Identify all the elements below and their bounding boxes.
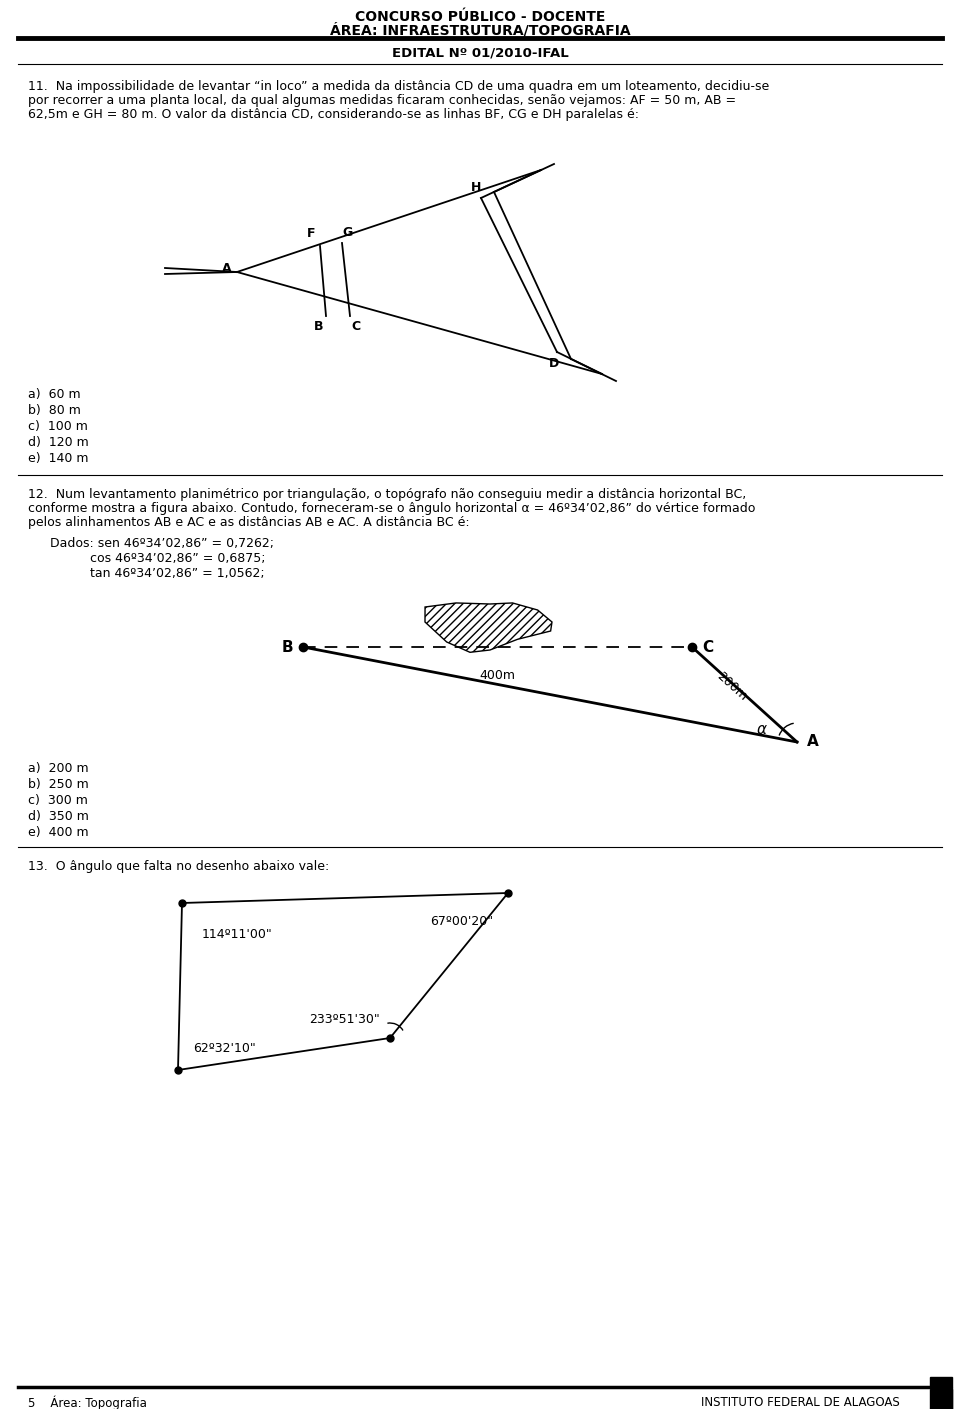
Text: d)  120 m: d) 120 m <box>28 435 88 449</box>
Text: ÁREA: INFRAESTRUTURA/TOPOGRAFIA: ÁREA: INFRAESTRUTURA/TOPOGRAFIA <box>329 23 631 38</box>
Text: CONCURSO PÚBLICO - DOCENTE: CONCURSO PÚBLICO - DOCENTE <box>355 10 605 24</box>
Text: H: H <box>470 180 481 194</box>
Text: C: C <box>702 640 713 655</box>
Text: 233º51'30": 233º51'30" <box>309 1013 380 1026</box>
Text: B: B <box>314 320 323 333</box>
Text: 67º00'20": 67º00'20" <box>430 914 493 929</box>
Text: A: A <box>223 262 232 275</box>
Text: a)  60 m: a) 60 m <box>28 387 81 402</box>
Text: por recorrer a uma planta local, da qual algumas medidas ficaram conhecidas, sen: por recorrer a uma planta local, da qual… <box>28 94 736 107</box>
Bar <box>930 1377 952 1386</box>
Text: Dados: sen 46º34’02,86” = 0,7262;: Dados: sen 46º34’02,86” = 0,7262; <box>50 537 274 550</box>
Text: b)  250 m: b) 250 m <box>28 778 88 790</box>
Text: tan 46º34’02,86” = 1,0562;: tan 46º34’02,86” = 1,0562; <box>50 566 265 581</box>
Text: pelos alinhamentos AB e AC e as distâncias AB e AC. A distância BC é:: pelos alinhamentos AB e AC e as distânci… <box>28 516 469 528</box>
Text: 62,5m e GH = 80 m. O valor da distância CD, considerando-se as linhas BF, CG e D: 62,5m e GH = 80 m. O valor da distância … <box>28 108 639 121</box>
Text: EDITAL Nº 01/2010-IFAL: EDITAL Nº 01/2010-IFAL <box>392 46 568 59</box>
Text: 12.  Num levantamento planimétrico por triangulação, o topógrafo não conseguiu m: 12. Num levantamento planimétrico por tr… <box>28 488 746 502</box>
Text: a)  200 m: a) 200 m <box>28 762 88 775</box>
Text: e)  400 m: e) 400 m <box>28 826 88 838</box>
Text: 13.  O ângulo que falta no desenho abaixo vale:: 13. O ângulo que falta no desenho abaixo… <box>28 859 329 874</box>
Text: d)  350 m: d) 350 m <box>28 810 89 823</box>
Text: 5    Área: Topografia: 5 Área: Topografia <box>28 1396 147 1409</box>
Text: 62º32'10": 62º32'10" <box>193 1043 255 1055</box>
Text: 200m: 200m <box>714 669 750 703</box>
Text: A: A <box>807 734 819 750</box>
Text: D: D <box>549 356 559 371</box>
Text: cos 46º34’02,86” = 0,6875;: cos 46º34’02,86” = 0,6875; <box>50 552 266 565</box>
Text: G: G <box>342 225 352 240</box>
Text: INSTITUTO FEDERAL DE ALAGOAS: INSTITUTO FEDERAL DE ALAGOAS <box>701 1396 900 1409</box>
Text: b)  80 m: b) 80 m <box>28 404 81 417</box>
Text: conforme mostra a figura abaixo. Contudo, forneceram-se o ângulo horizontal α = : conforme mostra a figura abaixo. Contudo… <box>28 502 756 516</box>
Polygon shape <box>425 603 552 652</box>
Text: α: α <box>757 723 767 737</box>
Text: B: B <box>281 640 293 655</box>
Text: F: F <box>306 227 315 240</box>
Text: 114º11'00": 114º11'00" <box>202 929 273 941</box>
Bar <box>942 1386 952 1409</box>
Text: 400m: 400m <box>479 669 515 682</box>
Text: c)  100 m: c) 100 m <box>28 420 88 433</box>
Text: C: C <box>351 320 360 333</box>
Text: e)  140 m: e) 140 m <box>28 452 88 465</box>
Bar <box>930 1389 952 1409</box>
Text: c)  300 m: c) 300 m <box>28 795 88 807</box>
Text: 11.  Na impossibilidade de levantar “in loco” a medida da distância CD de uma qu: 11. Na impossibilidade de levantar “in l… <box>28 80 769 93</box>
